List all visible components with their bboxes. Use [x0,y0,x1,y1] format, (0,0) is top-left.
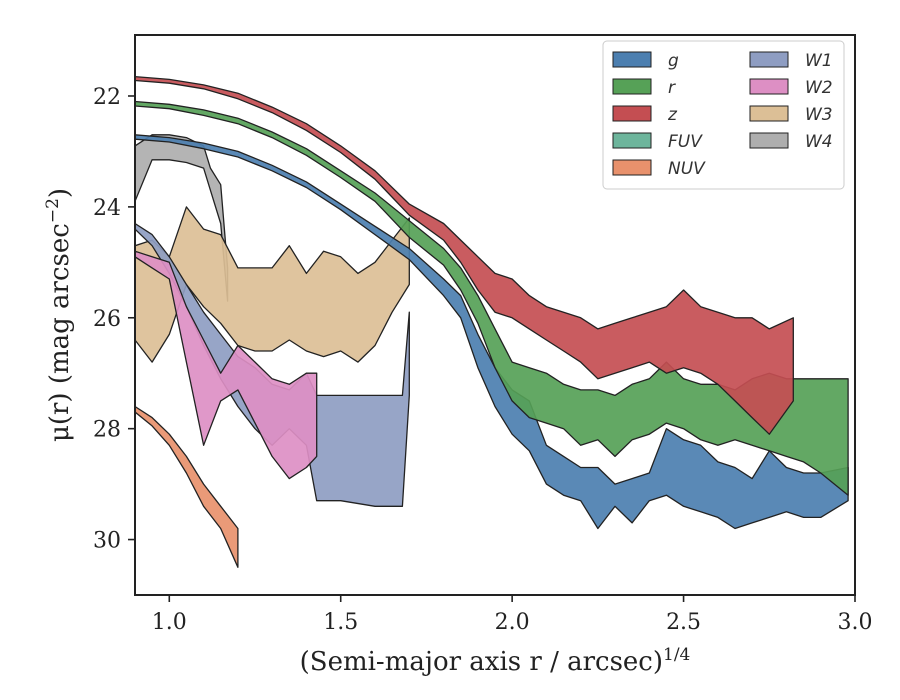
legend-entry-w3: W3 [749,105,833,125]
series-nuv-band [135,405,239,568]
legend-entry-g: g [612,51,679,71]
series-w2-band [135,250,318,480]
legend-box [602,40,845,190]
x-axis-title-text: (Semi-major axis r / arcsec) [300,647,663,677]
legend-label: z [667,105,678,125]
legend: grz FUV NUV W1 W2 W3 W4 [602,40,845,190]
y-axis-title: μ(r) (mag arcsec−2) [43,188,75,442]
y-tick-label: 28 [93,418,121,443]
x-axis-title: (Semi-major axis r / arcsec)1/4 [300,645,691,677]
legend-swatch [749,78,789,95]
legend-swatch [612,105,652,122]
series-nuv [135,405,239,568]
legend-label: FUV [668,132,703,152]
legend-swatch [749,132,789,149]
legend-label: g [668,51,679,71]
series-g [135,134,849,530]
legend-label: W4 [805,132,833,152]
legend-swatch [612,132,652,149]
legend-entry-fuv: FUV [612,132,703,152]
legend-entry-w2: W2 [749,78,833,98]
ticks-layer: 1.0 1.5 2.0 2.5 3.0 22 24 26 28 30 [93,85,873,635]
y-tick-label: 24 [93,196,121,221]
x-tick-label: 2.5 [666,610,701,635]
legend-swatch [749,105,789,122]
y-tick-label: 30 [93,529,121,554]
legend-entry-r: r [612,78,676,98]
x-tick-label: 2.0 [495,610,530,635]
legend-swatch [612,51,652,68]
y-axis-title-text: μ(r) (mag arcsec [45,223,75,442]
series-w3 [135,206,410,363]
series-r [135,100,849,496]
y-tick-label: 22 [93,85,121,110]
series-w3-band [135,206,410,363]
x-axis-title-exponent: 1/4 [663,645,690,665]
legend-entry-w1: W1 [749,51,833,71]
series-g-band [135,134,849,530]
series-z [135,75,794,435]
y-tick-label: 26 [93,307,121,332]
legend-swatch [612,159,652,176]
legend-label: W1 [805,51,833,71]
series-w2 [135,250,318,480]
legend-entry-w4: W4 [749,132,833,152]
series-r-band [135,100,849,496]
legend-label: W2 [805,78,833,98]
x-tick-label: 1.5 [323,610,358,635]
legend-entry-z: z [612,105,678,125]
legend-swatch [612,78,652,95]
legend-label: NUV [668,159,706,179]
legend-swatch [749,51,789,68]
x-tick-label: 1.0 [152,610,187,635]
series-z-band [135,75,794,435]
plot-frame [134,34,856,596]
x-tick-label: 3.0 [838,610,873,635]
legend-entry-nuv: NUV [612,159,706,179]
legend-label: W3 [805,105,833,125]
legend-label: r [668,78,676,98]
y-axis-title-close: ) [45,188,75,198]
series-layer [135,75,849,568]
y-axis-title-exponent: −2 [43,198,63,223]
